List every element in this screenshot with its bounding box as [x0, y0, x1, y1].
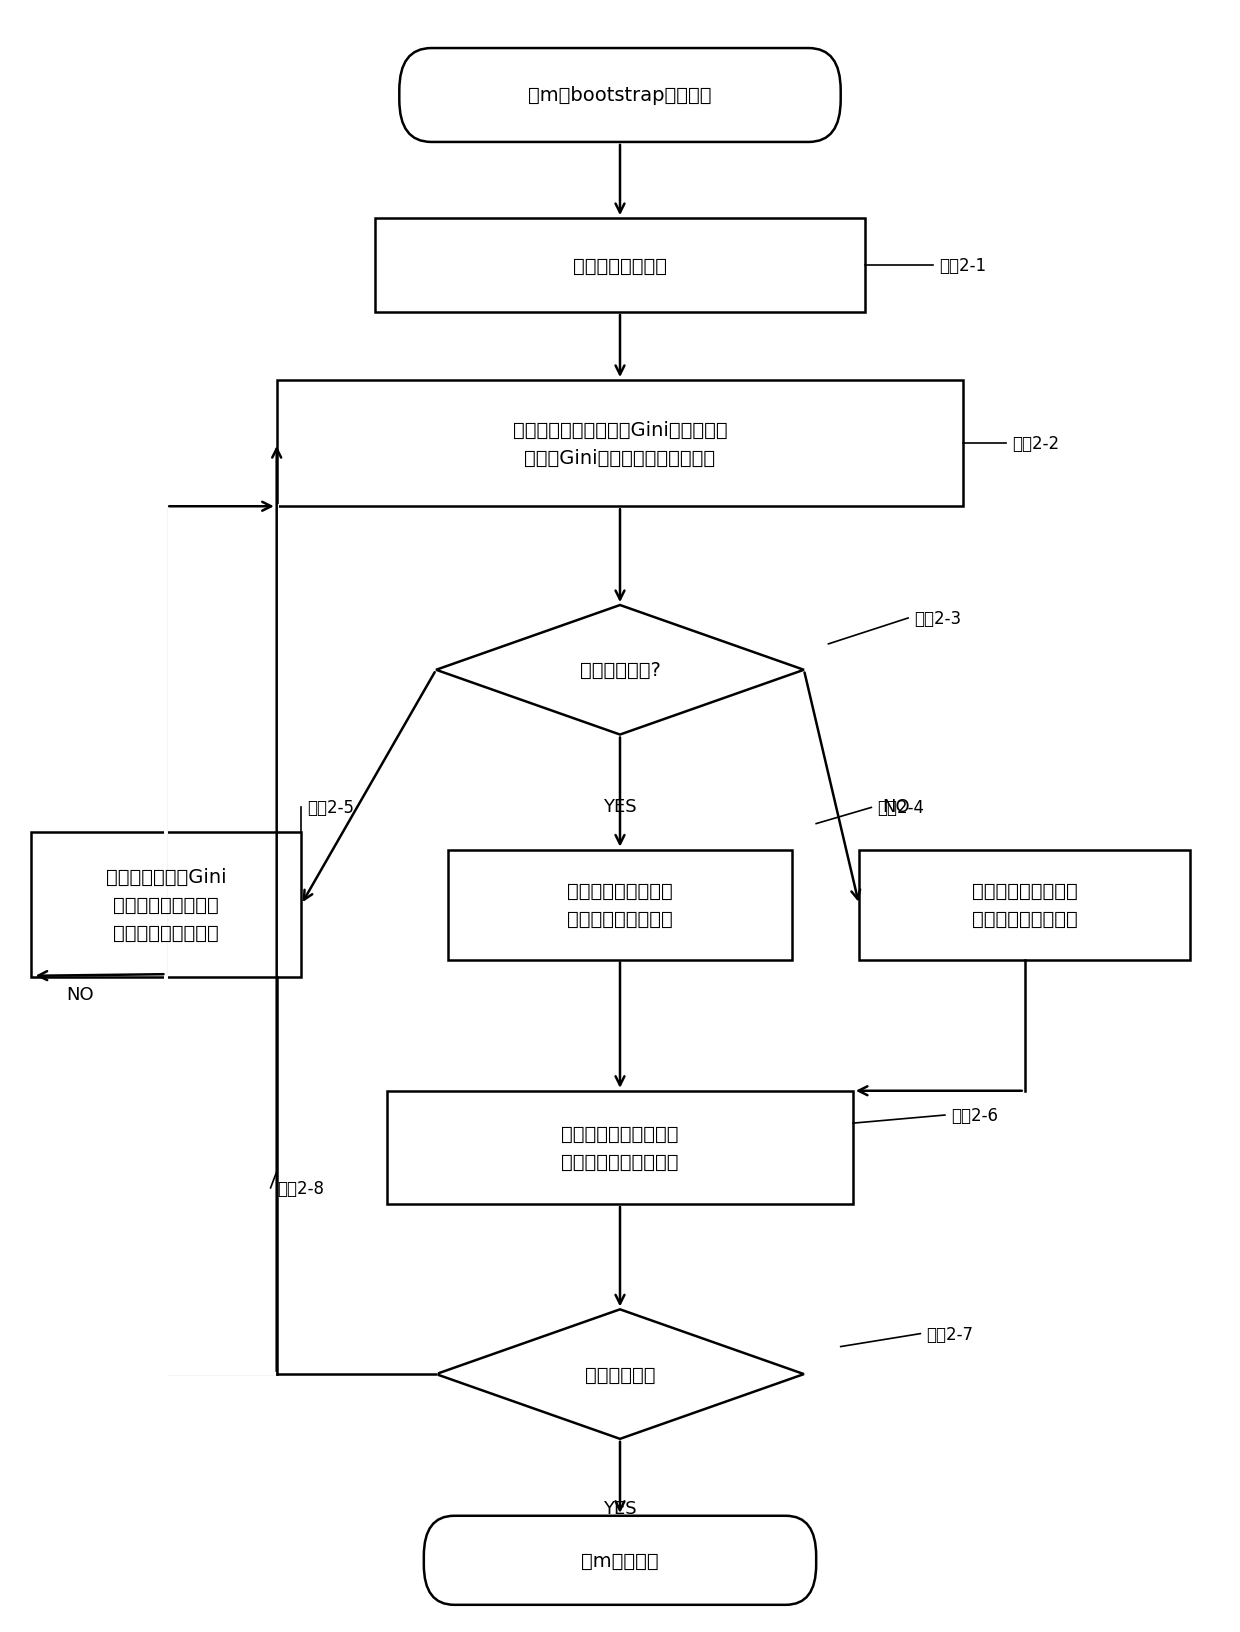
Text: 随机选择特征子集: 随机选择特征子集: [573, 256, 667, 276]
FancyBboxPatch shape: [387, 1092, 853, 1204]
Text: 第m棵决策树: 第m棵决策树: [582, 1550, 658, 1570]
Text: YES: YES: [603, 798, 637, 816]
FancyBboxPatch shape: [374, 219, 866, 313]
Text: 使用单维寻优算法计
算最优特征和特征值: 使用单维寻优算法计 算最优特征和特征值: [567, 881, 673, 929]
Text: 基于本节点的最优特征
和特征值进行节点分裂: 基于本节点的最优特征 和特征值进行节点分裂: [562, 1124, 678, 1172]
Text: 第m个bootstrap训练子集: 第m个bootstrap训练子集: [528, 86, 712, 106]
Polygon shape: [436, 1309, 804, 1439]
FancyBboxPatch shape: [859, 850, 1190, 960]
Text: NO: NO: [67, 986, 94, 1004]
Text: 步骤2-4: 步骤2-4: [878, 800, 925, 818]
Text: 步骤2-5: 步骤2-5: [308, 800, 355, 818]
FancyBboxPatch shape: [31, 832, 301, 978]
FancyBboxPatch shape: [449, 850, 791, 960]
Text: 步骤2-1: 步骤2-1: [939, 256, 986, 274]
Text: 步骤2-6: 步骤2-6: [951, 1106, 998, 1124]
FancyBboxPatch shape: [277, 380, 963, 508]
Text: 特征是否连续?: 特征是否连续?: [579, 661, 661, 681]
FancyBboxPatch shape: [424, 1516, 816, 1604]
Text: 建树停止条件: 建树停止条件: [585, 1364, 655, 1384]
Text: 步骤2-7: 步骤2-7: [926, 1325, 973, 1343]
Text: 步骤2-8: 步骤2-8: [277, 1180, 324, 1198]
Text: 简单遍历特征取值计
算最优特征和特征值: 简单遍历特征取值计 算最优特征和特征值: [972, 881, 1078, 929]
Text: 选择特征，计算本节点Gini指数下降，
并记录Gini指数下降值为零的特征: 选择特征，计算本节点Gini指数下降， 并记录Gini指数下降值为零的特征: [512, 421, 728, 467]
Text: 步骤2-2: 步骤2-2: [1012, 434, 1059, 452]
Text: 步骤2-3: 步骤2-3: [914, 610, 961, 628]
Text: 将上一步计算中Gini
指数下降值为零的特
征从特征子集中剔除: 将上一步计算中Gini 指数下降值为零的特 征从特征子集中剔除: [107, 868, 227, 942]
Polygon shape: [436, 605, 804, 734]
Text: YES: YES: [603, 1500, 637, 1518]
FancyBboxPatch shape: [399, 49, 841, 144]
Text: NO: NO: [882, 798, 910, 816]
